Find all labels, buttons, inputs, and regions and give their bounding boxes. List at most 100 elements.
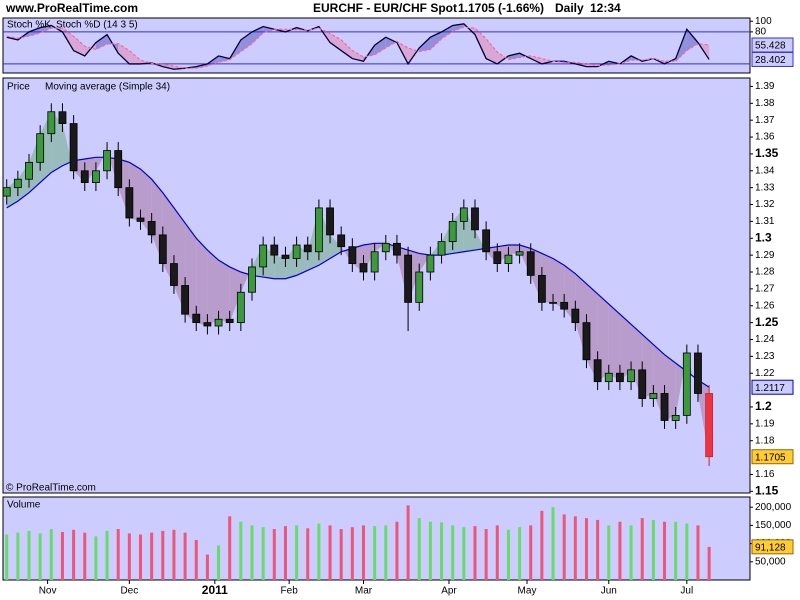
stoch-fill	[95, 34, 108, 50]
volume-bar	[194, 539, 198, 580]
candle-body	[147, 220, 156, 236]
candle-body	[638, 369, 647, 399]
y-tick-label: 1.39	[755, 81, 775, 92]
ma-fill	[196, 238, 208, 326]
x-tick-label: Jun	[601, 586, 617, 597]
y-tick-label: 1.3	[755, 230, 772, 244]
candle-body	[2, 187, 11, 197]
period: Daily	[555, 1, 584, 15]
candle-body	[114, 150, 123, 189]
ma-fill	[229, 266, 241, 323]
volume-bar	[150, 532, 154, 580]
candle-body	[259, 244, 268, 268]
legend-entry: Moving average (Simple 34)	[45, 82, 170, 93]
candle-body	[270, 244, 279, 256]
y-tick-label: 1.24	[755, 334, 775, 345]
volume-bar	[629, 525, 633, 580]
candle-body	[471, 207, 479, 231]
x-tick-label: Dec	[120, 586, 138, 597]
volume-bar	[573, 516, 577, 580]
candle-body	[560, 301, 569, 310]
y-tick-label: 1.25	[755, 315, 779, 329]
candle-body	[671, 414, 680, 421]
stoch-fill	[474, 28, 487, 59]
stoch-fill	[240, 31, 252, 52]
value-box	[751, 449, 794, 465]
volume-bar	[350, 527, 354, 580]
ma-fill	[675, 352, 687, 416]
x-tick-label: Apr	[441, 586, 457, 597]
y-tick-label: 1.18	[755, 435, 775, 446]
candle-body	[593, 359, 602, 383]
volume-bar	[707, 546, 711, 580]
volume-bar	[540, 510, 544, 580]
quote: 1.1705 (-1.66%)	[458, 1, 544, 15]
volume-bar	[607, 525, 611, 580]
stoch-fill	[419, 37, 431, 52]
stoch-fill	[486, 38, 498, 64]
ma-fill	[508, 245, 520, 256]
volume-bar	[306, 528, 310, 580]
volume-bar	[473, 526, 477, 580]
y-tick-label: 200,000	[755, 502, 792, 513]
candle-body	[69, 123, 78, 172]
volume-bar	[5, 534, 9, 580]
volume-bar	[239, 521, 243, 580]
volume-bar	[228, 516, 232, 580]
volume-bar	[618, 521, 622, 580]
stoch-fill	[218, 55, 230, 63]
y-tick-label: 1.19	[755, 418, 775, 429]
y-tick-label: 1.32	[755, 199, 775, 210]
volume-bar	[283, 526, 287, 580]
candle-body	[281, 254, 290, 259]
value-box	[751, 539, 794, 555]
candle-body	[504, 254, 513, 264]
candle-body	[482, 229, 491, 253]
candle-body	[225, 318, 234, 324]
x-tick-label: 2011	[202, 583, 228, 597]
volume-bar	[462, 527, 466, 580]
value-box	[751, 51, 794, 67]
stoch-fill	[497, 52, 509, 64]
candle-body	[248, 266, 256, 293]
ma-fill	[608, 304, 620, 382]
volume-bar	[518, 527, 522, 580]
x-tick-label: Mar	[355, 586, 373, 597]
candle-body	[192, 313, 201, 324]
candle-body	[404, 254, 412, 303]
y-tick-label: 80	[755, 27, 767, 38]
value-box-label: 1.2117	[755, 383, 785, 394]
y-tick-label: 1.35	[755, 146, 779, 160]
volume-bar	[295, 525, 299, 580]
volume-bar	[562, 514, 566, 580]
candle-body	[36, 133, 45, 163]
volume-bar	[250, 525, 254, 580]
volume-bar	[395, 521, 399, 580]
x-tick-label: May	[518, 586, 537, 597]
candle-body	[13, 178, 22, 189]
volume-bar	[339, 529, 343, 580]
ma-fill	[207, 250, 219, 326]
candle-body	[415, 271, 424, 303]
stoch-fill	[363, 45, 375, 62]
volume-bar	[317, 523, 321, 580]
value-box-label: 55.428	[755, 41, 786, 52]
volume-bar	[506, 529, 510, 580]
candle-body	[314, 207, 323, 253]
candle-body	[694, 352, 702, 394]
candle-body	[181, 285, 190, 315]
volume-bar	[94, 536, 98, 580]
candle-body	[682, 352, 691, 416]
legend-entry: Volume	[7, 500, 41, 511]
volume-bar	[328, 525, 332, 580]
volume-bar	[584, 518, 588, 580]
volume-bar	[27, 530, 31, 580]
candle-body	[170, 263, 178, 286]
volume-bar	[217, 545, 221, 580]
y-tick-label: 50,000	[755, 556, 786, 567]
ma-fill	[274, 255, 286, 279]
moving-average	[6, 156, 710, 388]
volume-bar	[38, 533, 42, 580]
